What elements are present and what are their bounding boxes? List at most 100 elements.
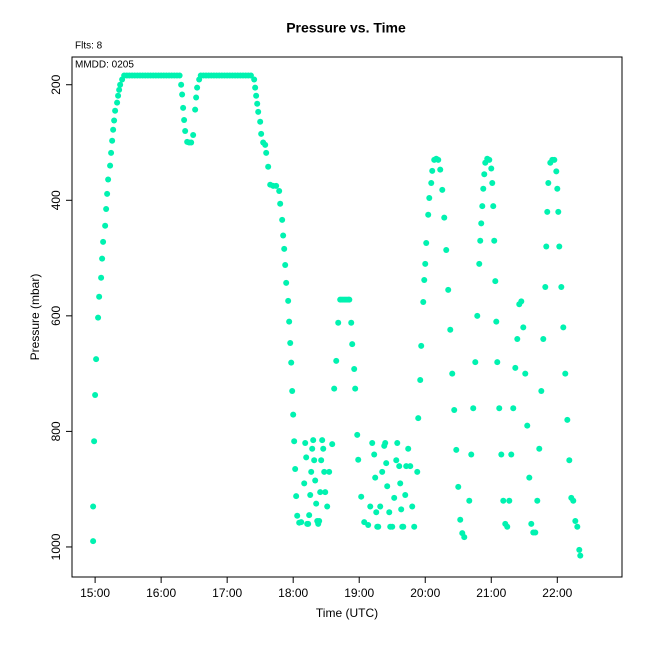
point [470,405,477,412]
point [435,156,442,163]
point [478,220,485,227]
point [321,468,328,475]
annotation: MMDD: 0205 [75,60,134,71]
point [508,451,515,458]
y-tick-label: 600 [49,306,63,326]
point [405,445,412,452]
point [265,163,272,170]
point [489,179,496,186]
point [333,357,340,364]
point [324,503,331,510]
point [480,185,487,192]
point [178,81,185,88]
point [383,460,390,467]
point [303,454,310,461]
x-axis-label: Time (UTC) [316,606,378,620]
point [536,445,543,452]
point [477,237,484,244]
point [281,245,288,252]
point [182,127,189,134]
point [288,359,295,366]
point [500,497,507,504]
point [492,278,499,285]
point [355,456,362,463]
point [346,296,353,303]
point [95,314,102,321]
point [112,107,119,114]
point [179,91,186,98]
point [382,439,389,446]
point [393,457,400,464]
point [318,457,325,464]
point [98,274,105,281]
point [396,463,403,470]
point [313,500,320,507]
point [263,149,270,156]
point [298,519,305,526]
point [545,179,552,186]
point [305,520,312,527]
point [279,216,286,223]
point [445,286,452,293]
point [115,92,122,99]
point [373,509,380,516]
point [506,497,513,504]
point [504,523,511,530]
point [384,483,391,490]
point [331,385,338,392]
point [188,139,195,146]
point [411,523,418,530]
point [349,341,356,348]
point [301,480,308,487]
point [532,529,539,536]
point [420,298,427,305]
point [520,324,527,331]
point [476,260,483,267]
point [386,509,393,516]
point [543,243,550,250]
point [544,208,551,215]
point [116,86,123,93]
point [254,100,261,107]
point [329,441,336,448]
point [518,298,525,305]
point [352,385,359,392]
point [335,319,342,326]
point [109,137,116,144]
point [437,166,444,173]
point [428,179,435,186]
point [90,538,97,545]
point [193,94,200,101]
point [407,463,414,470]
point [375,523,382,530]
point [481,171,488,178]
point [555,208,562,215]
point [455,483,462,490]
point [354,431,361,438]
point [273,182,280,189]
point [461,534,468,541]
y-tick-label: 200 [49,74,63,94]
plot-frame [71,56,623,578]
point [472,359,479,366]
x-tick-label: 19:00 [344,586,374,600]
point [417,376,424,383]
point [491,237,498,244]
point [522,370,529,377]
point [310,437,317,444]
point [293,493,300,500]
point [514,335,521,342]
point [289,387,296,394]
point [322,489,329,496]
point [528,520,535,527]
point [474,312,481,319]
point [286,318,293,325]
point [560,324,567,331]
point [291,438,298,445]
point [277,200,284,207]
point [307,491,314,498]
point [308,468,315,475]
point [96,293,103,300]
x-tick-label: 21:00 [476,586,506,600]
